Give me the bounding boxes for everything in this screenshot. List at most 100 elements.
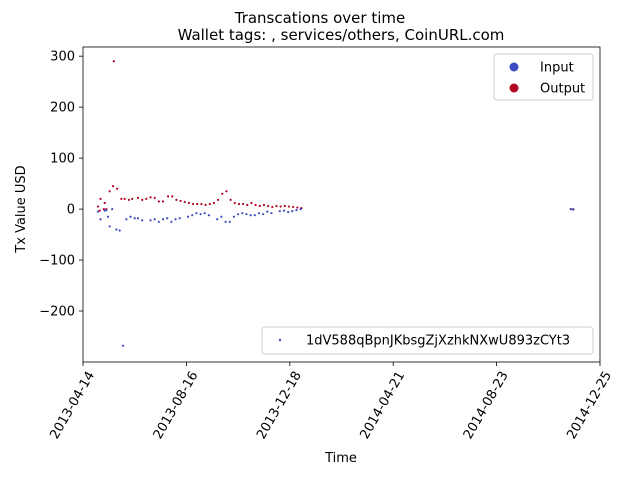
data-point [96,205,100,208]
data-point [125,218,128,221]
axes: −200 −100 0 100 200 300 2013-04-14 2013-08-16 20… [39,46,615,442]
data-point [287,205,291,208]
data-point [221,192,224,195]
legend-wallet: 1dV588qBpnJKbsgZjXzhkNXwU893zCYt3 [261,326,594,355]
data-point [224,220,227,223]
data-point [196,202,199,206]
data-point [225,190,228,193]
data-point [166,217,169,220]
data-point [108,225,111,228]
x-tick-label: 2014-08-23 [461,369,512,442]
data-point [275,204,278,208]
data-point [200,202,203,206]
data-point [572,208,575,211]
y-tick-label: 100 [50,152,75,167]
data-point [292,205,295,209]
data-point [149,196,152,199]
legend-label-input: Input [540,61,574,76]
data-point [246,203,249,207]
data-point [242,202,245,206]
data-point [254,203,257,207]
data-point [266,210,269,213]
data-point [237,213,240,216]
data-point [229,198,232,202]
data-point [299,207,302,211]
data-point [282,209,286,212]
data-point [108,190,111,193]
data-point [287,211,290,214]
data-point [174,218,177,221]
data-point [291,210,294,213]
data-point [149,219,152,222]
data-point [136,217,140,220]
data-point [133,217,136,220]
data-point [271,205,274,209]
x-tick-label: 2014-12-25 [564,369,615,442]
data-point [296,206,299,209]
legend-series: Input Output [493,53,594,101]
x-tick-label: 2013-08-16 [151,369,202,442]
data-point [203,212,206,215]
data-point [127,198,130,202]
data-point [145,197,148,200]
data-point [121,344,125,347]
data-point [237,202,241,206]
data-point [179,199,182,203]
data-point [262,203,266,207]
data-point [136,196,140,199]
data-point [123,197,126,200]
data-point [207,214,211,217]
data-point [141,219,144,222]
data-point [220,215,223,218]
data-point [105,209,108,212]
legend-wallet-frame [261,326,594,355]
data-point [153,218,156,221]
data-point [170,220,173,223]
data-point [279,205,282,208]
plot-area [96,60,575,347]
data-point [216,198,220,202]
data-point [106,215,110,218]
data-point [257,212,261,215]
data-point [258,204,261,208]
data-point [187,201,190,205]
data-point [245,213,248,216]
data-point [191,214,194,217]
data-point [183,200,186,204]
data-point [161,200,165,203]
chart-title: Transcations over time [234,9,406,27]
legend-marker-input [509,62,519,72]
data-point [111,207,114,211]
x-axis-label: Time [324,451,357,466]
legend-wallet-marker [278,338,282,342]
y-tick-label: −200 [39,305,75,320]
data-point [186,215,190,218]
y-axis-label: Tx Value USD [14,165,29,253]
data-point [103,201,106,205]
data-point [216,218,219,221]
data-point [96,210,100,213]
data-point [129,215,132,218]
data-point [118,229,121,232]
legend-label-output: Output [540,82,585,97]
x-tick-label: 2013-12-18 [254,369,305,442]
data-point [111,185,115,188]
legend-series-frame [493,53,594,101]
data-point [98,209,101,212]
data-point [141,198,144,202]
data-point [204,203,207,207]
data-point [120,197,123,200]
data-point [208,202,211,206]
plot-frame [82,46,601,363]
y-tick-label: 0 [67,203,75,218]
x-tick-label: 2014-04-21 [358,369,409,442]
data-point [241,212,244,215]
y-tick-label: 300 [50,50,75,65]
data-point [278,210,281,213]
x-tick-label: 2013-04-14 [47,369,98,442]
data-point [250,201,253,205]
y-tick-label: 200 [50,101,75,116]
data-point [103,209,106,212]
series-output [96,60,575,212]
